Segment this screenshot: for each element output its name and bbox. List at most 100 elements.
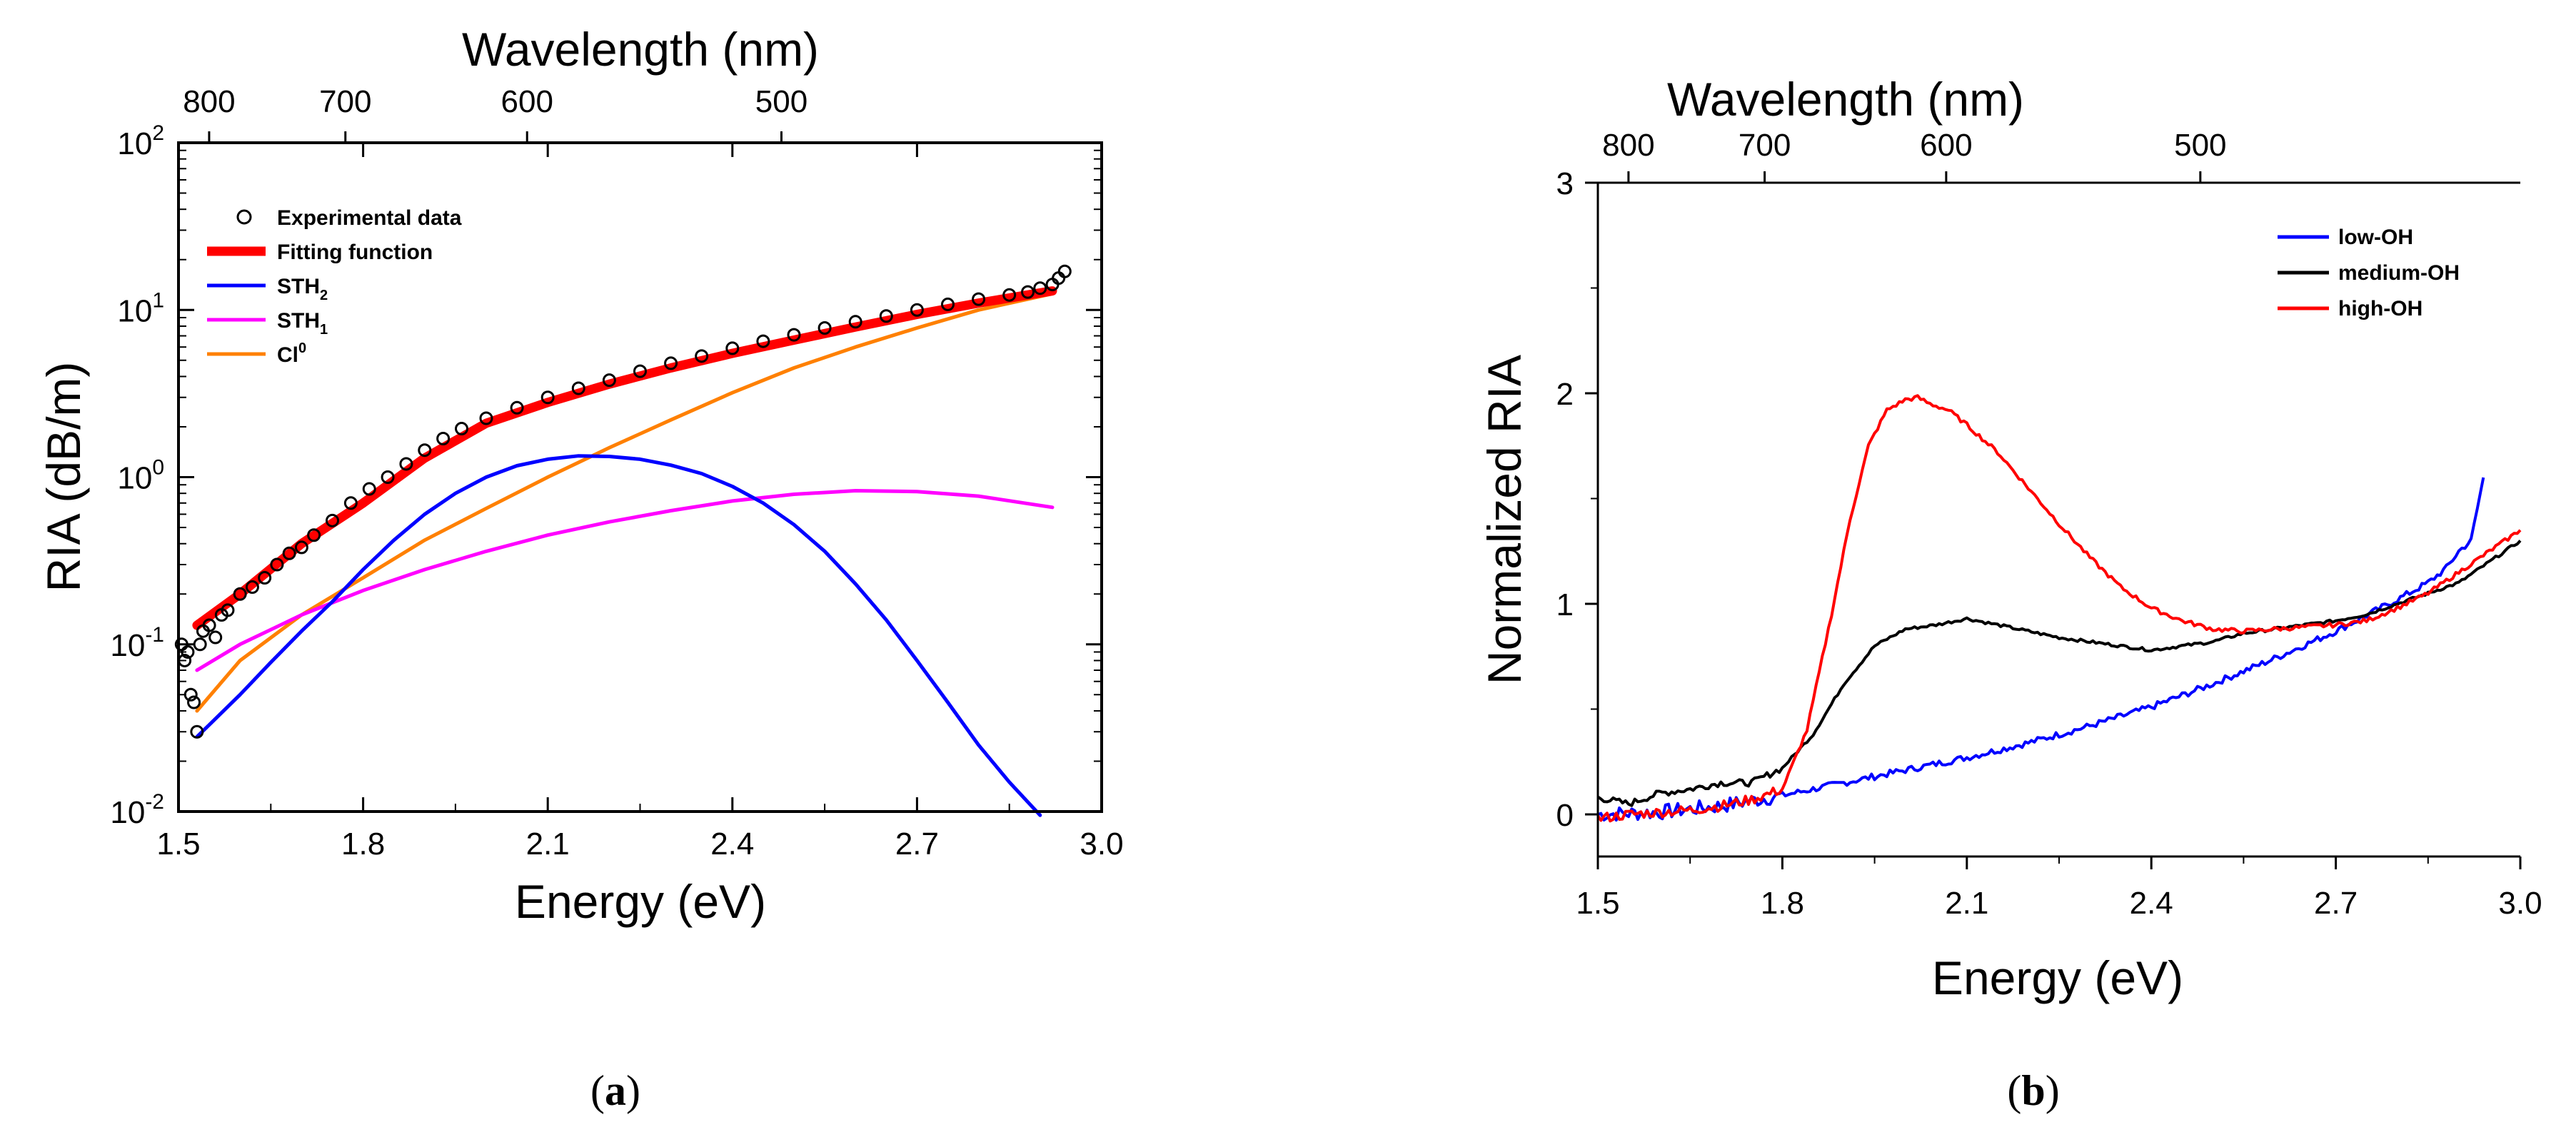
- chart-a-y-tick-exp: -1: [145, 623, 164, 647]
- chart-a-data-point: [571, 381, 585, 395]
- chart-a-series-line-sth1: [195, 489, 1055, 672]
- chart-b-x-tick-label: 1.8: [1761, 886, 1804, 921]
- chart-a-x-tick-label: 2.4: [710, 827, 754, 861]
- chart-a-data-point: [181, 645, 195, 659]
- chart-a-y-tick-label: 100: [117, 456, 164, 496]
- chart-a-data-point: [664, 356, 678, 370]
- chart-b-top-ticks: 800 700 600 500: [1602, 128, 2227, 183]
- chart-a-top-tick-label: 700: [319, 84, 371, 119]
- chart-b-series-line-low-oh: [1597, 477, 2485, 822]
- chart-b-y-tick-label: 3: [1556, 166, 1574, 201]
- chart-a-data-point: [817, 321, 832, 335]
- chart-a-y-tick-base: 10: [110, 795, 145, 830]
- panel-label-a: (a): [590, 1067, 640, 1114]
- chart-a-data-point: [510, 400, 524, 415]
- chart-a-top-axis-label: Wavelength (nm): [462, 23, 819, 76]
- chart-a-y-tick-exp: 0: [152, 456, 164, 480]
- chart-a-legend-label: STH2: [277, 275, 328, 303]
- chart-a-legend-text: STH: [277, 275, 320, 298]
- chart-b-top-axis-label: Wavelength (nm): [1667, 73, 2024, 126]
- chart-b-x-tick-label: 2.1: [1945, 886, 1988, 921]
- chart-a-legend-label: Cl0: [277, 340, 306, 367]
- chart-a-data-point: [326, 513, 339, 527]
- chart-a-y-tick-exp: -2: [145, 790, 164, 814]
- chart-a-data-point: [202, 618, 216, 632]
- chart-b-y-ticks: 0 1 2 3: [1556, 166, 1598, 833]
- chart-a-top-tick-label: 800: [183, 84, 235, 119]
- chart-a-series-line-cl0: [195, 292, 1055, 713]
- chart-b-series: [1596, 394, 2522, 823]
- chart-b-legend-label: medium-OH: [2338, 261, 2460, 285]
- chart-a-legend-label: STH1: [277, 309, 328, 338]
- chart-a-series-line-sth2: [195, 454, 1042, 817]
- panel-label-b: (b): [2007, 1067, 2059, 1114]
- chart-a-data-point: [972, 292, 986, 306]
- chart-a-y-tick-label: 10-1: [110, 623, 164, 663]
- chart-a-y-axis-label: RIA (dB/m): [37, 362, 90, 592]
- chart-b-legend: low-OH medium-OH high-OH: [2278, 226, 2460, 320]
- chart-a-x-tick-label: 1.8: [341, 827, 385, 861]
- chart-b-x-tick-label: 3.0: [2498, 886, 2542, 921]
- chart-a: Wavelength (nm) 800 700 600 500 10-210-1100…: [37, 23, 1124, 1114]
- chart-a-data-point: [787, 328, 801, 342]
- chart-a-legend-text: Cl: [277, 343, 298, 367]
- chart-a-y-tick-base: 10: [110, 628, 145, 663]
- chart-b-legend-label: high-OH: [2338, 297, 2422, 320]
- chart-b-series-line-medium-oh: [1596, 540, 2522, 807]
- chart-a-data-point: [941, 297, 955, 311]
- chart-a-data-point: [910, 303, 924, 317]
- chart-a-data-point: [1021, 285, 1035, 299]
- chart-b-x-tick-label: 2.7: [2314, 886, 2358, 921]
- panel-label-a-letter: a: [605, 1067, 626, 1114]
- chart-a-data-point: [418, 443, 432, 458]
- chart-b-top-tick-label: 700: [1739, 128, 1791, 163]
- chart-a-x-tick-label: 3.0: [1080, 827, 1123, 861]
- chart-a-legend-subscript: 1: [320, 322, 328, 338]
- chart-b-y-tick-label: 0: [1556, 798, 1574, 833]
- chart-a-legend-text: STH: [277, 309, 320, 333]
- chart-a-x-tick-label: 2.1: [526, 827, 570, 861]
- chart-a-data-point: [633, 364, 647, 378]
- chart-a-data-point: [183, 687, 198, 702]
- chart-b: Wavelength (nm) 800 700 600 500 0 1 2 3 1.5 1.8…: [1478, 73, 2542, 1114]
- chart-a-data-point: [399, 457, 413, 471]
- chart-a-top-tick-label: 500: [755, 84, 807, 119]
- chart-a-data-point: [879, 309, 893, 323]
- chart-b-x-ticks: 1.5 1.8 2.1 2.4 2.7 3.0: [1576, 856, 2542, 921]
- chart-a-data-point: [307, 528, 321, 542]
- chart-b-x-axis-label: Energy (eV): [1932, 951, 2183, 1004]
- chart-a-data-point: [282, 546, 296, 560]
- chart-a-data-points: [174, 264, 1072, 739]
- chart-a-data-point: [245, 580, 259, 595]
- chart-b-y-tick-label: 2: [1556, 377, 1574, 412]
- chart-a-y-tick-exp: 2: [152, 121, 164, 145]
- chart-a-y-tick-label: 102: [117, 121, 164, 161]
- chart-b-top-tick-label: 800: [1602, 128, 1654, 163]
- chart-a-data-point: [362, 482, 376, 496]
- chart-a-series: [192, 286, 1057, 817]
- chart-a-data-point: [270, 557, 284, 572]
- chart-a-y-tick-base: 10: [117, 293, 152, 328]
- chart-b-x-tick-label: 2.4: [2130, 886, 2173, 921]
- chart-a-data-point: [602, 373, 616, 388]
- chart-a-data-point: [258, 571, 272, 585]
- chart-a-y-tick-base: 10: [117, 126, 152, 161]
- chart-a-data-point: [233, 587, 247, 601]
- chart-b-series-line-high-oh: [1596, 394, 2522, 823]
- chart-a-y-tick-exp: 1: [152, 288, 164, 312]
- chart-a-data-point: [193, 637, 207, 652]
- chart-a-x-axis-label: Energy (eV): [515, 875, 766, 928]
- chart-b-y-axis-label: Normalized RIA: [1478, 355, 1531, 684]
- chart-a-y-tick-label: 101: [117, 288, 164, 328]
- chart-a-plot-frame: [177, 141, 1103, 813]
- chart-a-legend-marker: [236, 209, 252, 225]
- chart-a-data-point: [1033, 281, 1047, 295]
- chart-a-legend-label: Fitting function: [277, 241, 433, 264]
- chart-a-data-point: [540, 390, 555, 405]
- chart-a-legend-superscript: 0: [298, 340, 306, 356]
- chart-a-data-point: [343, 496, 358, 510]
- chart-a-data-point: [455, 422, 469, 436]
- chart-a-legend-text: Experimental data: [277, 206, 462, 230]
